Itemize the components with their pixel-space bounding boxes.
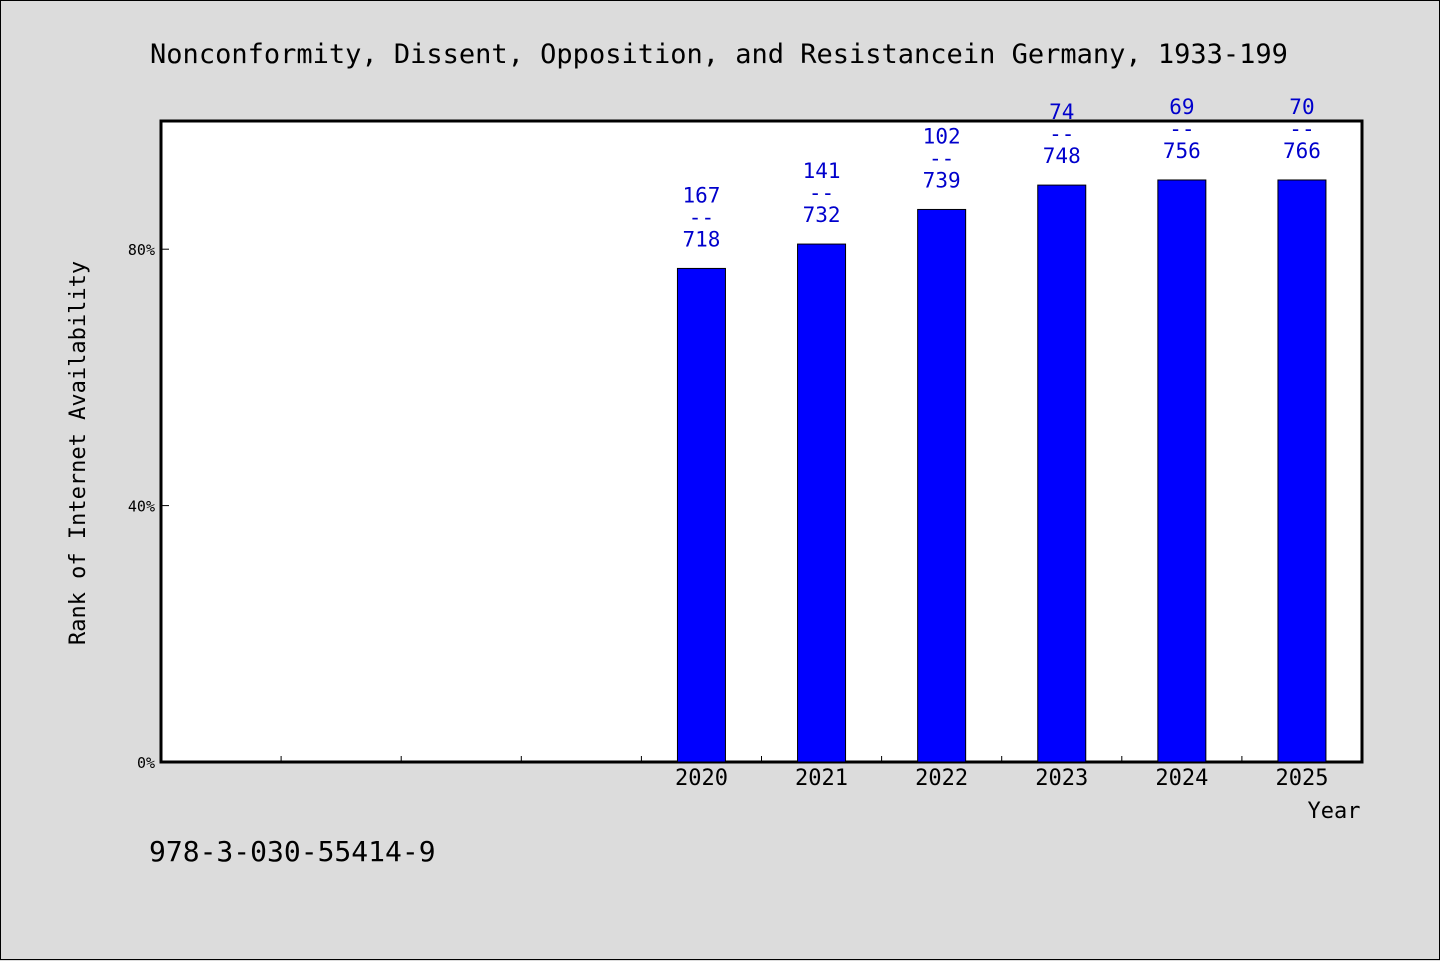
data-label: 70: [1289, 95, 1314, 119]
bar: [1037, 184, 1087, 763]
bar: [676, 267, 726, 763]
data-label: --: [929, 146, 954, 170]
data-label: 732: [803, 203, 841, 227]
x-tick-label: 2025: [1275, 766, 1328, 791]
data-label: 756: [1163, 139, 1201, 163]
x-tick-label: 2020: [675, 766, 728, 791]
bar: [1157, 179, 1207, 763]
data-label: 766: [1283, 139, 1321, 163]
x-tick-label: 2023: [1035, 766, 1088, 791]
data-label: 167: [682, 183, 720, 207]
isbn-text: 978-3-030-55414-9: [149, 835, 436, 868]
x-axis-label: Year: [1308, 799, 1361, 824]
chart-title: Nonconformity, Dissent, Opposition, and …: [150, 39, 1288, 70]
data-label: 69: [1169, 95, 1194, 119]
data-label: 718: [682, 227, 720, 251]
y-axis-label: Rank of Internet Availability: [66, 261, 91, 645]
x-tick-label: 2022: [915, 766, 968, 791]
y-tick-label: 0%: [137, 754, 155, 772]
data-label: --: [1289, 117, 1314, 141]
data-label: 102: [923, 124, 961, 148]
x-tick-label: 2021: [795, 766, 848, 791]
y-tick-label: 40%: [128, 498, 155, 516]
bar: [917, 208, 967, 763]
bar: [1277, 179, 1327, 763]
y-tick-label: 80%: [128, 241, 155, 259]
data-label: --: [1169, 117, 1194, 141]
data-label: --: [689, 205, 714, 229]
data-label: 739: [923, 168, 961, 192]
data-label: 748: [1043, 144, 1081, 168]
bar: [797, 243, 847, 763]
data-label: 141: [803, 159, 841, 183]
data-label: 74: [1049, 100, 1074, 124]
data-label: --: [1049, 122, 1074, 146]
data-label: --: [809, 181, 834, 205]
x-tick-label: 2024: [1155, 766, 1208, 791]
